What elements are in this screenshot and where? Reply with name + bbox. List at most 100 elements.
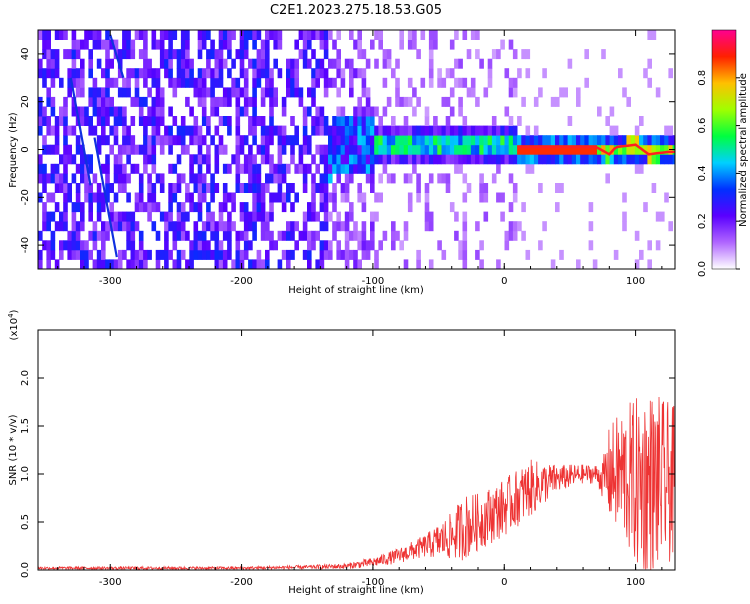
heatmap-cell [46, 173, 51, 184]
heatmap-cell [63, 96, 68, 107]
heatmap-cell [96, 192, 102, 203]
heatmap-cell [407, 125, 413, 136]
heatmap-cell [210, 68, 215, 79]
heatmap-cell [290, 230, 295, 241]
heatmap-cell [260, 192, 266, 203]
heatmap-cell [491, 125, 497, 136]
heatmap-cell [126, 211, 131, 222]
heatmap-cell [433, 125, 438, 136]
heatmap-cell [416, 173, 421, 184]
heatmap-cell [386, 173, 392, 184]
heatmap-cell [105, 49, 110, 60]
heatmap-cell [323, 249, 329, 260]
heatmap-cell [155, 96, 161, 107]
heatmap-cell [454, 135, 459, 146]
heatmap-cell [365, 144, 371, 155]
heatmap-cell [323, 49, 329, 60]
heatmap-cell [378, 154, 383, 165]
heatmap-cell [256, 116, 262, 126]
heatmap-cell [336, 106, 341, 117]
heatmap-cell [664, 125, 669, 136]
heatmap-cell [151, 135, 157, 146]
heatmap-cell [563, 154, 568, 165]
heatmap-cell [126, 144, 131, 155]
heatmap-cell [214, 106, 220, 117]
heatmap-cell [483, 183, 489, 193]
heatmap-cell [546, 144, 552, 155]
heatmap-cell [210, 77, 215, 88]
heatmap-cell [105, 173, 110, 184]
heatmap-cell [63, 135, 68, 146]
heatmap-cell [67, 240, 72, 251]
heatmap-cell [479, 144, 484, 155]
heatmap-cell [147, 211, 152, 222]
heatmap-cell [151, 68, 157, 79]
heatmap-cell [512, 144, 518, 155]
heatmap-cell [130, 49, 136, 60]
heatmap-cell [269, 125, 274, 136]
heatmap-cell [328, 58, 333, 69]
heatmap-cell [122, 173, 127, 184]
heatmap-cell [281, 125, 287, 136]
colorbar-tick-label: 0.2 [697, 213, 708, 229]
heatmap-cell [105, 68, 110, 79]
heatmap-cell [180, 173, 186, 184]
heatmap-cell [130, 68, 136, 79]
colorbar-tick-label: 0.6 [697, 118, 708, 134]
heatmap-cell [214, 68, 220, 79]
heatmap-cell [428, 30, 434, 40]
heatmap-cell [286, 230, 291, 241]
heatmap-cell [470, 144, 476, 155]
heatmap-cell [319, 154, 325, 165]
heatmap-cell [571, 135, 577, 146]
heatmap-cell [50, 58, 56, 69]
heatmap-cell [130, 39, 136, 50]
heatmap-cell [542, 144, 547, 155]
heatmap-cell [349, 230, 354, 241]
heatmap-cell [651, 135, 657, 146]
heatmap-cell [176, 77, 182, 88]
heatmap-cell [193, 230, 199, 241]
heatmap-cell [159, 96, 165, 107]
heatmap-cell [256, 249, 262, 260]
heatmap-cell [101, 39, 106, 50]
heatmap-cell [101, 249, 106, 260]
heatmap-cell [252, 58, 257, 69]
heatmap-cell [391, 135, 396, 146]
heatmap-cell [201, 116, 207, 126]
heatmap-cell [319, 249, 325, 260]
heatmap-cell [517, 68, 522, 79]
heatmap-cell [416, 154, 421, 165]
heatmap-cell [428, 49, 434, 60]
heatmap-cell [201, 77, 207, 88]
heatmap-cell [672, 135, 675, 146]
heatmap-cell [256, 211, 262, 222]
heatmap-cell [147, 173, 152, 184]
heatmap-cell [340, 125, 346, 136]
heatmap-cell [361, 68, 367, 79]
heatmap-cell [265, 135, 270, 146]
heatmap-cell [311, 173, 316, 184]
heatmap-cell [197, 96, 203, 107]
heatmap-cell [109, 39, 114, 50]
heatmap-cell [403, 116, 409, 126]
heatmap-cell [525, 163, 531, 174]
heatmap-cell [630, 154, 636, 165]
heatmap-cell [122, 249, 127, 260]
heatmap-cell [54, 68, 60, 79]
heatmap-cell [46, 58, 51, 69]
heatmap-cell [168, 39, 173, 50]
heatmap-cell [576, 154, 581, 165]
heatmap-cell [437, 173, 442, 184]
heatmap-cell [96, 144, 102, 155]
bottom-plot-frame [37, 329, 676, 571]
heatmap-cell [147, 154, 152, 165]
heatmap-cell [50, 106, 56, 117]
heatmap-cell [206, 154, 211, 165]
heatmap-cell [307, 211, 312, 222]
heatmap-cell [243, 77, 249, 88]
heatmap-cell [75, 49, 81, 60]
x-tick-label: -300 [99, 276, 122, 287]
heatmap-cell [248, 183, 253, 193]
